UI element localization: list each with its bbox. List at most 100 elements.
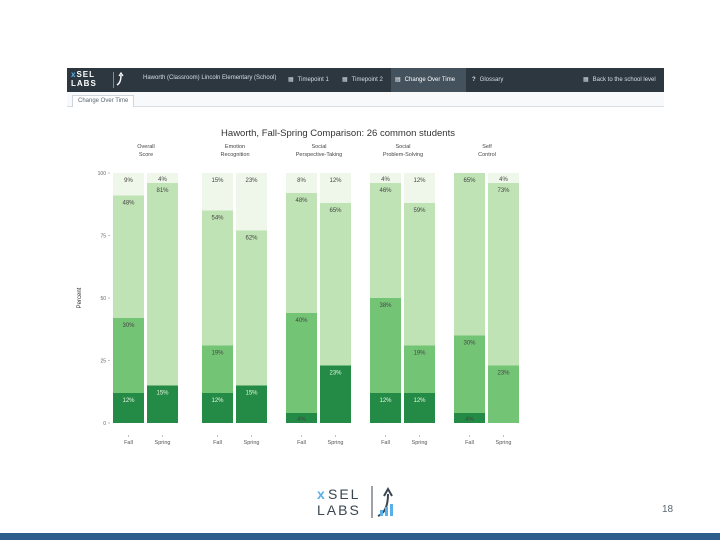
bar-segment	[286, 173, 317, 193]
bar-segment	[320, 173, 351, 203]
stacked-bar-chart: Haworth, Fall-Spring Comparison: 26 comm…	[77, 128, 519, 446]
top-nav: xSEL LABS Haworth (Classroom) Lincoln El…	[67, 68, 664, 92]
bar-segment	[286, 413, 317, 423]
data-label: 65%	[329, 208, 342, 214]
nav-change-over-time[interactable]: ▤ Change Over Time	[391, 68, 466, 92]
question-icon: ?	[472, 77, 476, 83]
bar-segment	[236, 230, 267, 386]
nav-timepoint-1[interactable]: ▦ Timepoint 1	[288, 68, 340, 92]
breadcrumb[interactable]: Haworth (Classroom) Lincoln Elementary (…	[143, 75, 277, 81]
bar-segment	[147, 183, 178, 386]
group-header-line: Emotion	[225, 144, 245, 150]
bar-segment	[404, 345, 435, 393]
footer-logo-bar-icon	[380, 510, 383, 516]
bar-segment	[286, 193, 317, 313]
slide-bottom-bar	[0, 533, 720, 540]
data-label: 15%	[245, 391, 258, 397]
x-tick-label: Fall	[297, 440, 306, 446]
bar-segment	[286, 313, 317, 413]
data-label: 48%	[295, 198, 308, 204]
footer-logo-sel: SEL	[328, 486, 360, 502]
footer-logo-bar-icon	[385, 507, 388, 516]
bar-segment	[404, 203, 435, 346]
x-tick-label: Spring	[412, 440, 428, 446]
data-label: 23%	[329, 371, 342, 377]
group-header-line: Self	[482, 144, 492, 150]
x-tick-label: Fall	[381, 440, 390, 446]
group-header-line: Problem-Solving	[383, 152, 423, 158]
bar-segment	[454, 413, 485, 423]
data-label: 9%	[124, 178, 133, 184]
data-label: 4%	[381, 177, 390, 183]
bar-segment	[454, 335, 485, 413]
data-label: 4%	[297, 417, 306, 423]
y-tick-label: 0	[103, 421, 106, 427]
sel-labs-logo[interactable]: xSEL LABS	[71, 70, 97, 88]
data-label: 12%	[122, 398, 135, 404]
data-label: 15%	[211, 178, 224, 184]
bar-segment	[370, 173, 401, 183]
group-header-line: Overall	[137, 144, 154, 150]
bar-segment	[113, 393, 144, 423]
x-tick-label: Fall	[465, 440, 474, 446]
bar-segment	[454, 173, 485, 336]
page-number: 18	[662, 504, 674, 515]
y-axis-label: Percent	[77, 287, 83, 308]
data-label: 81%	[156, 188, 169, 194]
group-header-line: Social	[312, 144, 327, 150]
tab-bar: Change Over Time	[67, 92, 664, 107]
bar-segment	[370, 298, 401, 393]
data-label: 12%	[413, 398, 426, 404]
y-tick-label: 100	[98, 171, 107, 177]
data-label: 62%	[245, 236, 258, 242]
data-label: 19%	[211, 351, 224, 357]
nav-glossary[interactable]: ? Glossary	[472, 68, 512, 92]
tab-change-over-time[interactable]: Change Over Time	[72, 95, 135, 107]
bar-segment	[147, 173, 178, 183]
data-label: 15%	[156, 391, 169, 397]
data-label: 4%	[465, 417, 474, 423]
bar-segment	[488, 365, 519, 423]
data-label: 46%	[379, 188, 392, 194]
data-label: 8%	[297, 178, 306, 184]
bar-segment	[404, 393, 435, 423]
group-header-line: Recognition	[220, 152, 249, 158]
data-label: 4%	[499, 177, 508, 183]
chart-title: Haworth, Fall-Spring Comparison: 26 comm…	[221, 128, 455, 139]
x-tick-label: Spring	[155, 440, 171, 446]
logo-arrow-icon	[116, 71, 124, 86]
data-label: 23%	[497, 371, 510, 377]
bar-segment	[488, 183, 519, 366]
bar-segment	[320, 365, 351, 423]
data-label: 65%	[463, 178, 476, 184]
data-label: 19%	[413, 351, 426, 357]
bar-segment	[320, 203, 351, 366]
data-label: 73%	[497, 188, 510, 194]
grid-icon: ▦	[288, 77, 294, 83]
grid-icon: ▦	[342, 77, 348, 83]
x-tick-label: Fall	[124, 440, 133, 446]
data-label: 30%	[122, 323, 135, 329]
x-tick-label: Spring	[244, 440, 260, 446]
bar-segment	[370, 393, 401, 423]
data-label: 12%	[211, 398, 224, 404]
bar-segment	[113, 318, 144, 393]
back-to-school-button[interactable]: ▦ Back to the school level	[583, 68, 663, 92]
footer-logo-x-mark: x	[317, 486, 325, 502]
bar-segment	[236, 173, 267, 231]
grid-icon: ▦	[583, 77, 589, 83]
data-label: 59%	[413, 208, 426, 214]
data-label: 4%	[158, 177, 167, 183]
bar-segment	[370, 183, 401, 298]
footer-logo-labs: LABS	[317, 502, 361, 518]
x-tick-label: Spring	[328, 440, 344, 446]
bar-segment	[202, 210, 233, 346]
logo-divider	[113, 72, 114, 88]
y-tick-label: 50	[100, 296, 106, 302]
footer-sel-labs-logo: x SEL LABS	[317, 486, 393, 518]
y-tick-label: 75	[100, 234, 106, 240]
x-tick-label: Spring	[496, 440, 512, 446]
nav-timepoint-2[interactable]: ▦ Timepoint 2	[342, 68, 392, 92]
bar-segment	[113, 173, 144, 196]
bar-segment	[202, 393, 233, 423]
